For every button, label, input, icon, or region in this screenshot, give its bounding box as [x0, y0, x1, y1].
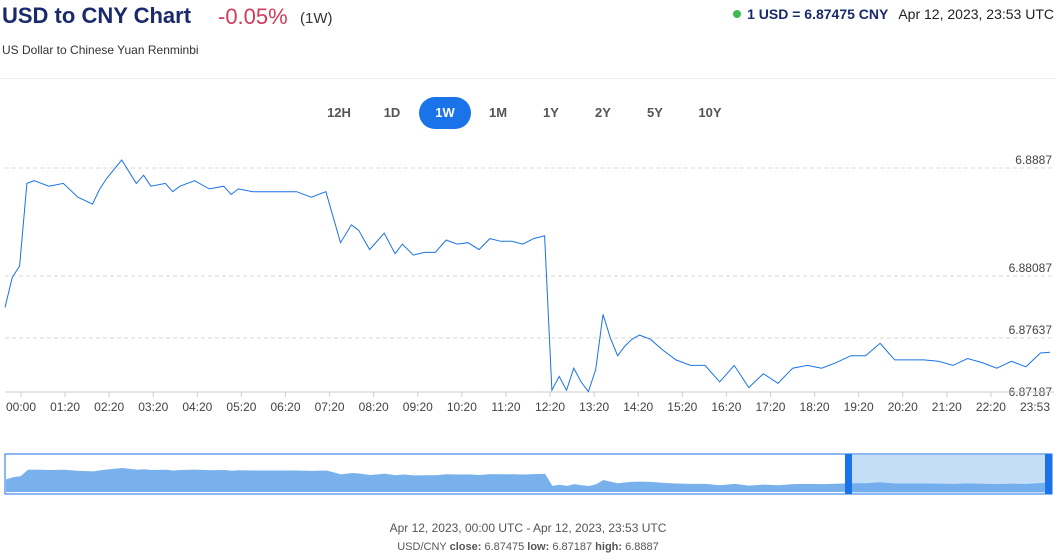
rate-value: 1 USD = 6.87475 CNY: [747, 6, 889, 22]
range-button-5y[interactable]: 5Y: [647, 105, 663, 120]
x-tick-label: 18:20: [800, 400, 830, 414]
navigator[interactable]: [4, 453, 1053, 495]
navigator-handle-left[interactable]: [845, 454, 852, 494]
high-value: 6.8887: [625, 541, 659, 553]
y-tick-label: 6.8887: [1015, 153, 1052, 167]
navigator-area: [6, 468, 1050, 492]
change-percent: -0.05%: [218, 4, 288, 29]
range-button-12h[interactable]: 12H: [327, 105, 351, 120]
range-button-1m[interactable]: 1M: [488, 105, 508, 120]
x-tick-label: 07:20: [315, 400, 345, 414]
x-tick-label: 16:20: [711, 400, 741, 414]
x-tick-label: 10:20: [447, 400, 477, 414]
x-tick-label: 22:20: [976, 400, 1006, 414]
page-title: USD to CNY Chart: [2, 3, 192, 28]
low-value: 6.87187: [552, 541, 593, 553]
y-tick-label: 6.87637: [1009, 323, 1053, 337]
footer-stats: USD/CNY close: 6.87475 low: 6.87187 high…: [0, 541, 1056, 553]
chart-header: USD to CNY Chart -0.05% (1W) US Dollar t…: [0, 0, 1056, 79]
navigator-handle-right[interactable]: [1045, 454, 1052, 494]
price-chart[interactable]: 6.8887 6.88087 6.87637 6.87187 00:00 01:20 02…: [0, 140, 1056, 560]
x-tick-label: 11:20: [491, 400, 520, 414]
range-button-1y[interactable]: 1Y: [543, 105, 559, 120]
x-tick-label: 05:20: [226, 400, 256, 414]
x-tick-label: 06:20: [271, 400, 301, 414]
x-tick-label: 08:20: [359, 400, 389, 414]
y-tick-label: 6.88087: [1009, 261, 1053, 275]
x-tick-label: 23:53: [1020, 400, 1050, 414]
x-axis: 00:00 01:20 02:20 03:20 04:20 05:20 06:20 07:20…: [6, 392, 1050, 414]
range-button-1d[interactable]: 1D: [383, 105, 401, 120]
x-tick-label: 02:20: [94, 400, 124, 414]
footer-pair: USD/CNY: [397, 541, 447, 553]
range-selector: 12H 1D 1W 1M 1Y 2Y 5Y 10Y: [313, 97, 739, 129]
x-tick-label: 17:20: [755, 400, 785, 414]
live-rate: 1 USD = 6.87475 CNY Apr 12, 2023, 23:53 …: [733, 6, 1054, 22]
x-tick-label: 21:20: [932, 400, 962, 414]
close-value: 6.87475: [484, 541, 525, 553]
x-tick-label: 12:20: [535, 400, 565, 414]
rate-timestamp: Apr 12, 2023, 23:53 UTC: [898, 6, 1054, 22]
live-dot-icon: [733, 10, 742, 18]
chart-grid: [5, 167, 1054, 339]
range-button-2y[interactable]: 2Y: [595, 105, 611, 120]
page-subtitle: US Dollar to Chinese Yuan Renminbi: [2, 43, 199, 57]
footer-range: Apr 12, 2023, 00:00 UTC - Apr 12, 2023, …: [389, 521, 667, 535]
high-label: high:: [595, 541, 623, 553]
price-line: [4, 159, 1051, 393]
low-label: low:: [527, 541, 550, 553]
x-tick-label: 03:20: [138, 400, 168, 414]
x-tick-label: 19:20: [844, 400, 874, 414]
close-label: close:: [449, 541, 482, 553]
range-button-10y[interactable]: 10Y: [698, 105, 722, 120]
period-label: (1W): [300, 10, 333, 27]
x-tick-label: 20:20: [888, 400, 918, 414]
x-tick-label: 01:20: [50, 400, 80, 414]
x-tick-label: 13:20: [579, 400, 609, 414]
x-tick-label: 04:20: [182, 400, 212, 414]
x-tick-label: 14:20: [623, 400, 653, 414]
range-button-1w[interactable]: 1W: [419, 97, 471, 129]
x-tick-label: 09:20: [403, 400, 433, 414]
x-tick-label: 15:20: [667, 400, 697, 414]
x-tick-label: 00:00: [6, 400, 36, 414]
